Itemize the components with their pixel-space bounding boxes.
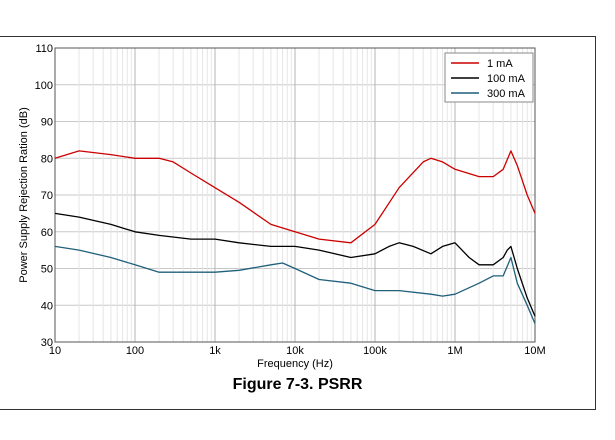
y-tick-label: 30 [41,337,53,349]
legend-label: 100 mA [487,73,526,85]
series-line-1 [54,150,536,244]
x-tick-labels: 10 100 1k 10k 100k 1M 10M [49,345,546,357]
y-tick-label: 90 [41,117,53,129]
legend: 1 mA 100 mA 300 mA [444,52,534,103]
legend-label: 1 mA [487,58,513,70]
x-tick-label: 1M [447,345,462,357]
series-layer [54,150,536,324]
x-tick-label: 100k [363,345,387,357]
y-tick-label: 70 [41,190,53,202]
x-tick-label: 10M [524,345,545,357]
x-tick-label: 100 [126,345,144,357]
plot-area [54,47,536,343]
series-line-2 [54,212,536,317]
y-tick-label: 50 [41,264,53,276]
figure-frame [0,36,596,410]
x-tick-label: 1k [209,345,221,357]
y-tick-labels: 30 40 50 60 70 80 90 100 110 [35,43,53,349]
y-tick-label: 40 [41,300,53,312]
legend-label: 300 mA [487,88,526,100]
x-tick-label: 10 [49,345,61,357]
y-tick-label: 110 [35,43,53,55]
y-tick-label: 100 [35,80,53,92]
x-axis-title: Frequency (Hz) [257,358,333,370]
x-tick-label: 10k [286,345,304,357]
y-tick-label: 80 [41,153,53,165]
psrr-chart: 10 100 1k 10k 100k 1M 10M 30 40 50 60 70 80 90 100 110… [18,43,546,370]
y-tick-label: 60 [41,227,53,239]
series-line-3 [54,245,536,324]
y-axis-title: Power Supply Rejection Ration (dB) [18,107,30,282]
figure-caption: Figure 7-3. PSRR [232,376,363,393]
